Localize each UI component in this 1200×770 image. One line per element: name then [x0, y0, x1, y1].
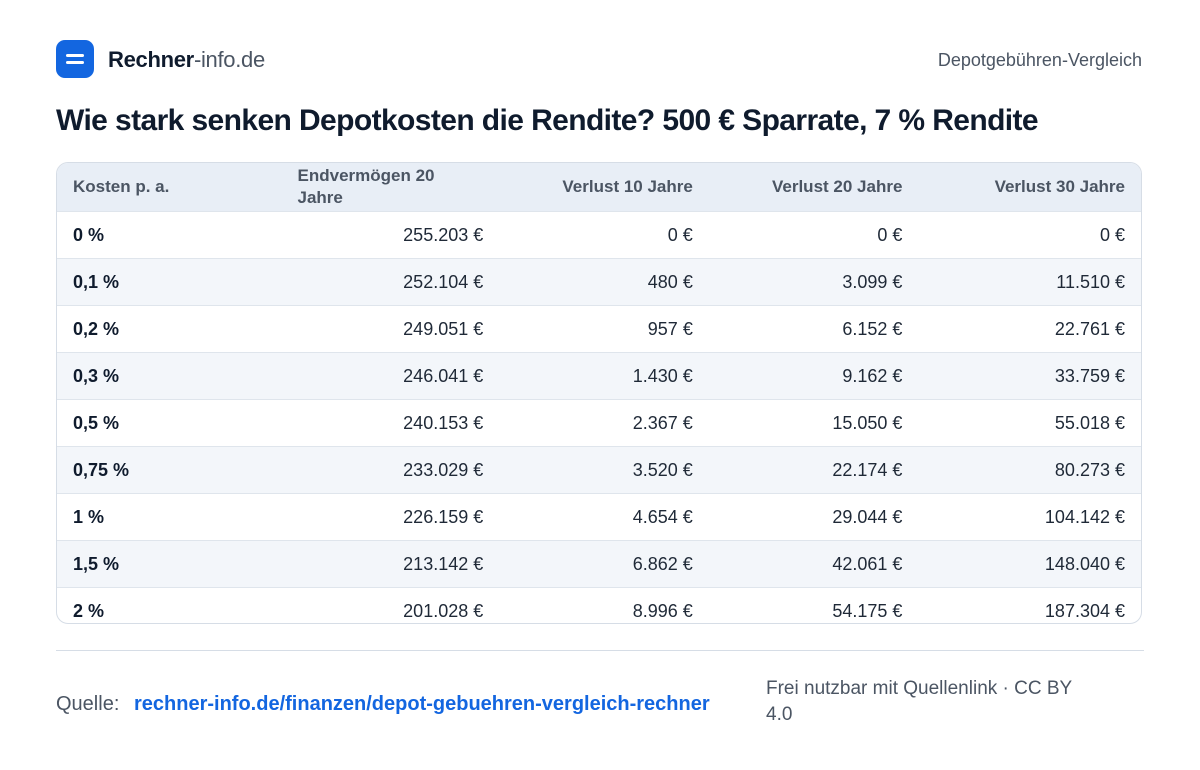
source-label: Quelle: — [56, 693, 120, 715]
table-cell: 226.159 € — [281, 493, 500, 541]
logo-bar — [66, 61, 84, 64]
table-row: 0 % 255.203 €0 €0 €0 € — [57, 211, 1141, 259]
table-cell: 240.153 € — [281, 399, 500, 447]
table-cell: 29.044 € — [708, 493, 919, 541]
logo-icon[interactable] — [56, 40, 94, 78]
license-text: Frei nutzbar mit Quellenlink · CC BY 4.0 — [766, 678, 1072, 725]
table-cell: 8.996 € — [499, 587, 709, 623]
table-cell: 42.061 € — [708, 540, 919, 588]
table-cell: 0 € — [708, 211, 919, 259]
table-cell: 0,2 % — [57, 305, 282, 353]
logo-bar — [66, 54, 84, 57]
table-cell: 187.304 € — [918, 587, 1141, 623]
table-cell: 0,3 % — [57, 352, 282, 400]
header: Rechner-info.de Depotgebühren-Vergleich — [56, 40, 1142, 78]
table-row: 1,5 % 213.142 €6.862 €42.061 €148.040 € — [57, 540, 1141, 588]
column-header-verlust-20: Verlust 20 Jahre — [708, 163, 919, 212]
table-cell: 246.041 € — [281, 352, 500, 400]
column-header-kosten: Kosten p. a. — [57, 163, 282, 212]
table-cell: 4.654 € — [499, 493, 709, 541]
table-cell: 0,75 % — [57, 446, 282, 494]
divider — [56, 650, 1144, 651]
table-cell: 1.430 € — [499, 352, 709, 400]
footer: Quelle: rechner-info.de/finanzen/depot-g… — [56, 676, 1144, 732]
table-cell: 54.175 € — [708, 587, 919, 623]
table-row: 1 % 226.159 €4.654 €29.044 €104.142 € — [57, 493, 1141, 541]
table-cell: 80.273 € — [918, 446, 1141, 494]
table-header-row: Kosten p. a. Endvermögen 20 Jahre Verlus… — [57, 163, 1141, 212]
table-cell: 255.203 € — [281, 211, 500, 259]
page-title: Wie stark senken Depotkosten die Rendite… — [56, 104, 1039, 137]
table-cell: 0,1 % — [57, 258, 282, 306]
table-cell: 3.099 € — [708, 258, 919, 306]
brand-name[interactable]: Rechner-info.de — [108, 47, 265, 73]
table-body: 0 % 255.203 €0 €0 €0 €0,1 % 252.104 €480 €… — [57, 211, 1141, 623]
table-cell: 0 € — [918, 211, 1141, 259]
table-cell: 2 % — [57, 587, 282, 623]
table-cell: 148.040 € — [918, 540, 1141, 588]
table-cell: 3.520 € — [499, 446, 709, 494]
table-cell: 9.162 € — [708, 352, 919, 400]
cost-table: Kosten p. a. Endvermögen 20 Jahre Verlus… — [56, 162, 1142, 624]
table-cell: 6.862 € — [499, 540, 709, 588]
table-cell: 957 € — [499, 305, 709, 353]
table-cell: 0 % — [57, 211, 282, 259]
table-cell: 1 % — [57, 493, 282, 541]
source-link[interactable]: rechner-info.de/finanzen/depot-gebuehren… — [134, 693, 710, 715]
table-cell: 104.142 € — [918, 493, 1141, 541]
table-cell: 1,5 % — [57, 540, 282, 588]
table-cell: 22.761 € — [918, 305, 1141, 353]
table-cell: 213.142 € — [281, 540, 500, 588]
brand-strong: Rechner — [108, 47, 194, 72]
brand-light: -info.de — [193, 47, 265, 72]
table-cell: 0,5 % — [57, 399, 282, 447]
table-cell: 33.759 € — [918, 352, 1141, 400]
data-table: Kosten p. a. Endvermögen 20 Jahre Verlus… — [57, 163, 1141, 623]
table-cell: 55.018 € — [918, 399, 1141, 447]
table-row: 2 % 201.028 €8.996 €54.175 €187.304 € — [57, 587, 1141, 623]
table-row: 0,3 % 246.041 €1.430 €9.162 €33.759 € — [57, 352, 1141, 400]
column-header-endvermoegen: Endvermögen 20 Jahre — [281, 163, 500, 212]
table-cell: 11.510 € — [918, 258, 1141, 306]
table-row: 0,75 % 233.029 €3.520 €22.174 €80.273 € — [57, 446, 1141, 494]
table-row: 0,2 % 249.051 €957 €6.152 €22.761 € — [57, 305, 1141, 353]
table-cell: 0 € — [499, 211, 709, 259]
table-cell: 480 € — [499, 258, 709, 306]
table-cell: 252.104 € — [281, 258, 500, 306]
table-cell: 2.367 € — [499, 399, 709, 447]
table-cell: 6.152 € — [708, 305, 919, 353]
table-row: 0,1 % 252.104 €480 €3.099 €11.510 € — [57, 258, 1141, 306]
column-header-verlust-10: Verlust 10 Jahre — [499, 163, 709, 212]
table-cell: 15.050 € — [708, 399, 919, 447]
table-cell: 233.029 € — [281, 446, 500, 494]
column-header-verlust-30: Verlust 30 Jahre — [918, 163, 1141, 212]
table-cell: 22.174 € — [708, 446, 919, 494]
table-cell: 249.051 € — [281, 305, 500, 353]
section-label: Depotgebühren-Vergleich — [937, 50, 1142, 70]
table-cell: 201.028 € — [281, 587, 500, 623]
table-row: 0,5 % 240.153 €2.367 €15.050 €55.018 € — [57, 399, 1141, 447]
